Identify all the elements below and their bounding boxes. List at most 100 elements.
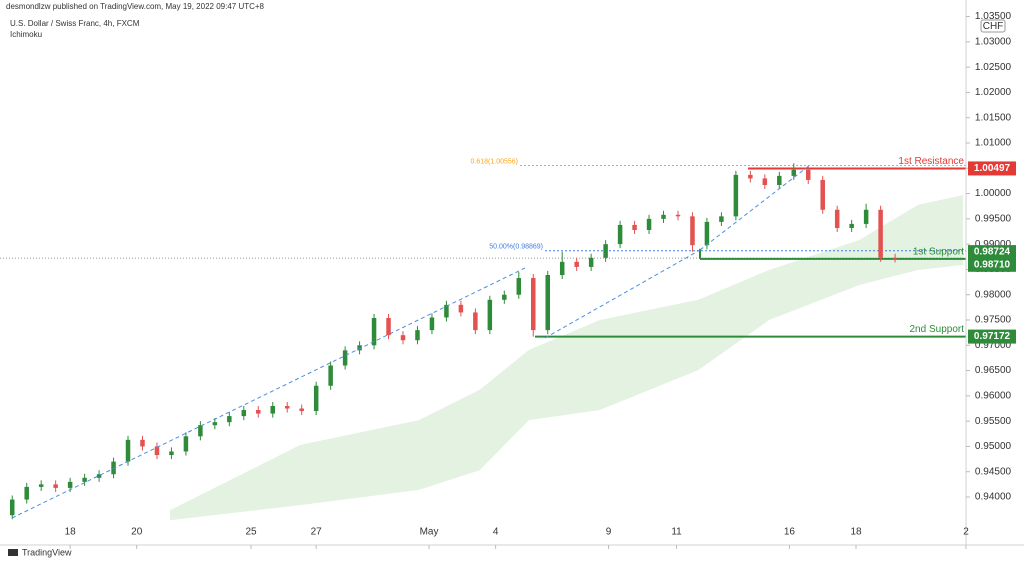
trend-line — [544, 249, 701, 339]
ichimoku-cloud — [169, 195, 964, 521]
candle-body — [762, 178, 768, 185]
candle-body — [256, 410, 261, 414]
candle-body — [429, 317, 435, 331]
y-tick-label: 0.97500 — [975, 315, 1012, 326]
candle-body — [487, 299, 493, 331]
candle-body — [38, 484, 44, 487]
candle-body — [777, 175, 782, 185]
candle-body — [357, 345, 362, 351]
publisher: desmondlzw published on TradingView.com,… — [6, 2, 265, 11]
x-tick-label: 18 — [65, 527, 77, 538]
y-tick-label: 0.95500 — [975, 416, 1012, 427]
price-badge-label: 1.00497 — [974, 163, 1011, 174]
x-tick-label: 25 — [245, 527, 257, 538]
candle-body — [400, 335, 406, 341]
brand: TradingView — [22, 547, 72, 557]
trend-line — [699, 164, 811, 251]
candle-body — [704, 221, 710, 246]
candle-body — [834, 209, 840, 228]
candle-body — [545, 275, 550, 331]
candle-body — [299, 408, 304, 412]
candle-body — [313, 385, 319, 412]
candle-body — [24, 486, 29, 500]
candle-body — [603, 244, 608, 258]
y-tick-label: 0.95000 — [975, 441, 1012, 452]
level-name: 2nd Support — [910, 324, 965, 335]
candle-body — [516, 278, 522, 295]
price-badge — [968, 257, 1016, 272]
y-tick-label: 0.96500 — [975, 365, 1012, 376]
currency: CHF — [983, 21, 1004, 32]
y-tick-label: 1.02000 — [975, 87, 1012, 98]
fib-label: 50.00%(0.98869) — [489, 244, 543, 251]
candle-body — [198, 425, 203, 437]
price-badge — [968, 161, 1016, 176]
level-name: 1st Resistance — [898, 156, 964, 167]
y-tick-label: 0.94500 — [975, 466, 1012, 477]
candle-body — [111, 461, 116, 475]
indicator: Ichimoku — [10, 30, 42, 39]
price-badge — [968, 329, 1016, 344]
candle-body — [9, 499, 15, 516]
brand-logo — [8, 549, 18, 556]
candle-body — [863, 209, 869, 224]
candle-body — [632, 224, 637, 230]
candle-body — [386, 317, 391, 336]
candle-body — [805, 169, 811, 180]
price-badge-label: 0.98724 — [974, 247, 1011, 258]
candle-body — [892, 257, 898, 259]
price-badge — [968, 245, 1016, 260]
x-tick-label: 2 — [963, 527, 969, 538]
y-tick-label: 1.01000 — [975, 138, 1012, 149]
candle-body — [53, 484, 58, 488]
candle-body — [67, 481, 73, 488]
y-tick-label: 0.99500 — [975, 214, 1012, 225]
level-name: 1st Support — [913, 246, 964, 257]
candle-body — [559, 261, 565, 275]
x-tick-label: 18 — [850, 527, 862, 538]
price-badge-label: 0.97172 — [974, 331, 1011, 342]
candle-body — [125, 439, 131, 462]
y-tick-label: 0.94000 — [975, 492, 1012, 503]
candle-body — [212, 422, 218, 426]
candle-body — [169, 451, 174, 456]
candle-body — [154, 446, 160, 456]
candle-body — [661, 214, 666, 219]
y-tick-label: 1.03000 — [975, 37, 1012, 48]
y-tick-label: 0.96000 — [975, 391, 1012, 402]
candle-body — [227, 416, 232, 423]
y-tick-label: 1.03500 — [975, 11, 1012, 22]
candle-body — [617, 224, 623, 245]
currency-box — [980, 19, 1006, 33]
candle-body — [502, 294, 507, 300]
candle-body — [342, 350, 348, 366]
candle-body — [675, 214, 681, 217]
candle-body — [588, 257, 594, 267]
x-tick-label: 4 — [493, 527, 499, 538]
x-tick-label: 9 — [606, 527, 612, 538]
candle-body — [415, 330, 420, 341]
x-tick-label: 27 — [311, 527, 323, 538]
candle-body — [820, 179, 825, 210]
x-tick-label: 20 — [131, 527, 143, 538]
candle-body — [270, 405, 275, 414]
candle-body — [531, 278, 536, 331]
candle-body — [574, 261, 579, 267]
candle-body — [241, 410, 247, 417]
candle-body — [690, 216, 695, 246]
candle-body — [733, 174, 739, 217]
candle-body — [284, 405, 290, 409]
y-tick-label: 0.97000 — [975, 340, 1012, 351]
candle-body — [82, 477, 87, 482]
candle-body — [444, 304, 449, 318]
candle-body — [473, 312, 478, 331]
candle-body — [140, 439, 145, 447]
price-badge-label: 0.98710 — [974, 259, 1011, 270]
candle-body — [183, 436, 189, 452]
candle-body — [748, 174, 753, 179]
x-tick-label: May — [420, 527, 439, 538]
candle-body — [646, 218, 652, 230]
x-tick-label: 11 — [671, 527, 682, 538]
y-tick-label: 1.01500 — [975, 112, 1012, 123]
